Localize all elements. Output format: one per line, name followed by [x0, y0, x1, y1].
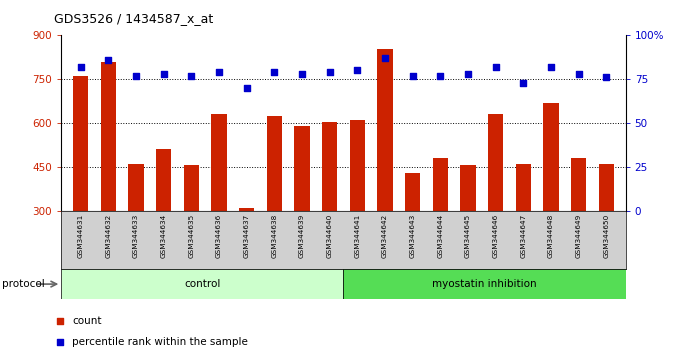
Text: GSM344633: GSM344633	[133, 214, 139, 258]
Point	[131, 73, 141, 79]
Bar	[211, 114, 226, 298]
Text: GSM344649: GSM344649	[575, 214, 581, 258]
Bar	[156, 149, 171, 298]
Bar	[61, 269, 343, 299]
Bar	[488, 114, 503, 298]
Bar	[515, 164, 531, 298]
Point	[75, 64, 86, 70]
Point	[214, 69, 224, 75]
Bar	[322, 121, 337, 298]
Point	[490, 64, 501, 70]
Point	[269, 69, 279, 75]
Point	[545, 64, 556, 70]
Point	[517, 80, 528, 86]
Point	[241, 85, 252, 91]
Point	[435, 73, 445, 79]
Text: GDS3526 / 1434587_x_at: GDS3526 / 1434587_x_at	[54, 12, 214, 25]
Bar	[267, 116, 282, 298]
Text: GSM344635: GSM344635	[188, 214, 194, 258]
Point	[573, 71, 584, 77]
Text: GSM344643: GSM344643	[409, 214, 415, 258]
Bar	[460, 165, 475, 298]
Text: GSM344636: GSM344636	[216, 214, 222, 258]
Point	[352, 68, 362, 73]
Point	[54, 318, 65, 324]
Bar	[343, 269, 626, 299]
Bar	[432, 158, 448, 298]
Text: GSM344644: GSM344644	[437, 214, 443, 258]
Text: control: control	[184, 279, 220, 289]
Point	[158, 71, 169, 77]
Text: GSM344645: GSM344645	[465, 214, 471, 258]
Point	[103, 57, 114, 63]
Bar	[350, 120, 365, 298]
Text: myostatin inhibition: myostatin inhibition	[432, 279, 537, 289]
Text: GSM344638: GSM344638	[271, 214, 277, 258]
Point	[407, 73, 418, 79]
Bar	[73, 76, 88, 298]
Text: GSM344637: GSM344637	[243, 214, 250, 258]
Point	[54, 339, 65, 344]
Text: GSM344646: GSM344646	[492, 214, 498, 258]
Bar	[405, 173, 420, 298]
Point	[462, 71, 473, 77]
Point	[601, 75, 612, 80]
Bar	[543, 103, 558, 298]
Point	[186, 73, 197, 79]
Text: count: count	[72, 316, 101, 326]
Bar	[377, 48, 392, 298]
Text: GSM344642: GSM344642	[382, 214, 388, 258]
Bar	[101, 62, 116, 298]
Text: GSM344648: GSM344648	[548, 214, 554, 258]
Bar	[598, 164, 614, 298]
Text: GSM344640: GSM344640	[326, 214, 333, 258]
Bar	[129, 164, 143, 298]
Text: GSM344647: GSM344647	[520, 214, 526, 258]
Point	[324, 69, 335, 75]
Text: GSM344634: GSM344634	[160, 214, 167, 258]
Text: protocol: protocol	[2, 279, 45, 289]
Text: GSM344632: GSM344632	[105, 214, 112, 258]
Text: GSM344641: GSM344641	[354, 214, 360, 258]
Text: percentile rank within the sample: percentile rank within the sample	[72, 337, 248, 347]
Text: GSM344650: GSM344650	[603, 214, 609, 258]
Bar	[571, 158, 586, 298]
Bar	[184, 165, 199, 298]
Text: GSM344639: GSM344639	[299, 214, 305, 258]
Bar	[294, 126, 309, 298]
Point	[379, 55, 390, 61]
Bar	[239, 208, 254, 298]
Point	[296, 71, 307, 77]
Text: GSM344631: GSM344631	[78, 214, 84, 258]
